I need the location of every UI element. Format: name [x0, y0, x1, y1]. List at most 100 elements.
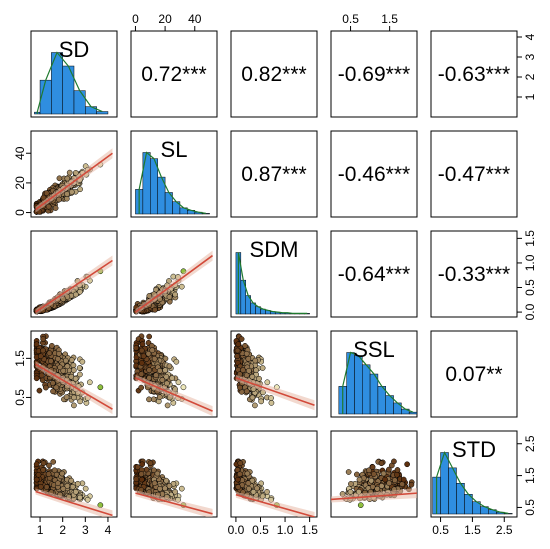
panel-frame	[230, 330, 318, 418]
panel-sl-sd	[30, 130, 118, 218]
tick-label: 20	[158, 12, 172, 26]
histogram-bar	[354, 355, 363, 415]
trend-band	[135, 374, 213, 417]
scatter-point	[391, 477, 398, 484]
scatter-point	[238, 336, 245, 342]
scatter-point	[243, 372, 250, 379]
panel-frame	[430, 130, 518, 218]
scatter-point	[258, 398, 265, 405]
panel-frame	[430, 330, 518, 418]
trend-band	[35, 148, 113, 213]
scatter-point	[84, 496, 91, 503]
scatter-point	[68, 357, 75, 363]
scatter-point	[259, 365, 266, 371]
tick-label: 0	[13, 209, 27, 216]
panel-sl-std: -0.47***	[430, 130, 518, 218]
scatter-point	[46, 350, 53, 357]
trend-line	[134, 254, 214, 313]
scatter-point	[157, 367, 163, 374]
variable-name: STD	[452, 437, 496, 462]
scatter-point	[356, 476, 363, 483]
trend-band	[331, 488, 417, 503]
variable-name: SD	[59, 37, 90, 62]
scatter-point	[77, 186, 83, 193]
scatter-point	[386, 466, 392, 473]
trend-band	[235, 374, 315, 411]
correlation-label: -0.33***	[438, 263, 510, 286]
tick-label: 2	[59, 523, 66, 537]
correlation-label: 0.87***	[241, 163, 306, 186]
scatter-point	[56, 196, 62, 203]
scatter-point	[133, 476, 140, 482]
variable-name: SSL	[353, 337, 395, 362]
tick-label: 1.5	[13, 350, 27, 367]
scatter-point	[151, 480, 158, 487]
tick-label: 0.5	[342, 12, 359, 26]
density-curve	[237, 252, 308, 314]
tick-label: 2.5	[496, 523, 513, 537]
density-curve	[342, 351, 414, 414]
tick-label: 4	[523, 33, 537, 40]
scatter-point	[57, 364, 63, 371]
tick-label: 0.5	[252, 523, 269, 537]
scatter-point	[235, 341, 242, 348]
scatter-point	[172, 488, 178, 495]
scatter-point	[153, 372, 159, 379]
scatter-point	[138, 471, 145, 477]
correlation-label: -0.64***	[338, 263, 410, 286]
scatter-point	[139, 341, 146, 348]
scatter-point	[71, 402, 77, 409]
scatter-point	[53, 384, 60, 391]
scatter-point	[249, 373, 256, 380]
tick-label: 1.5	[381, 12, 398, 26]
scatter-point	[72, 488, 79, 495]
trend-line	[235, 493, 315, 517]
panel-sdm-std: -0.33***	[430, 230, 518, 318]
panel-sd-ssl: -0.69***	[330, 30, 418, 118]
scatter-point	[79, 358, 86, 365]
scatter-point	[245, 356, 252, 362]
scatter-point	[146, 367, 153, 373]
scatter-point	[138, 476, 145, 483]
scatter-point	[169, 375, 175, 381]
panel-frame	[30, 430, 118, 518]
panel-frame	[130, 130, 218, 218]
correlation-label: 0.07**	[445, 363, 502, 386]
panel-sd-sdm: 0.82***	[230, 30, 318, 118]
tick-label: 1	[37, 523, 44, 537]
scatter-point	[249, 394, 256, 401]
scatter-point	[72, 170, 79, 176]
scatter-point	[77, 288, 83, 295]
scatter-point	[380, 470, 387, 477]
panel-std-sd	[30, 430, 118, 518]
scatter-point	[408, 481, 415, 488]
tick-label: 2.5	[523, 435, 537, 452]
panel-ssl-sl	[130, 330, 218, 418]
trend-band	[135, 250, 213, 316]
trend-band	[35, 361, 113, 415]
scatter-point	[175, 379, 182, 386]
scatter-point	[45, 471, 52, 477]
panel-frame	[330, 330, 418, 418]
variable-name: SDM	[250, 237, 299, 262]
scatter-point	[237, 471, 243, 477]
panel-frame	[130, 30, 218, 118]
scatter-point	[68, 189, 75, 195]
scatter-point	[64, 191, 70, 197]
scatter-point	[70, 367, 77, 374]
scatter-point	[154, 470, 161, 477]
scatter-point	[64, 363, 71, 370]
scatter-point	[246, 485, 252, 492]
scatter-point	[46, 462, 52, 469]
tick-label: 1.0	[523, 254, 537, 271]
scatter-point	[162, 367, 169, 374]
histogram-bar	[369, 373, 379, 415]
panel-frame	[30, 30, 118, 118]
panel-frame	[30, 130, 118, 218]
scatter-point	[180, 384, 187, 391]
panel-ssl-sdm	[230, 330, 318, 418]
panel-ssl-sd	[30, 330, 118, 418]
scatter-point	[237, 384, 243, 391]
scatter-point	[51, 467, 58, 474]
scatter-point	[348, 481, 354, 487]
